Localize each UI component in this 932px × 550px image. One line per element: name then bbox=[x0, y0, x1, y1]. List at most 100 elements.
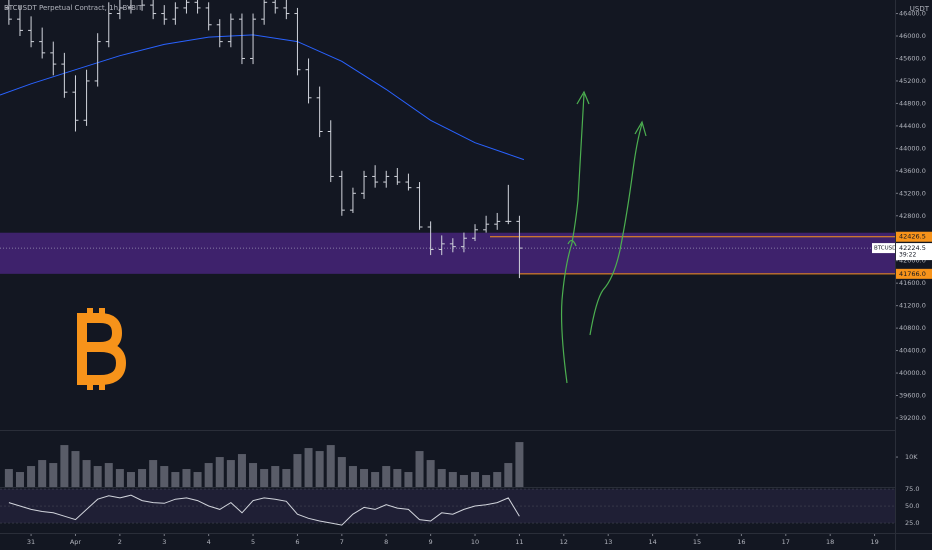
last-price-label: 42224.5 bbox=[899, 244, 926, 252]
volume-bar bbox=[271, 466, 280, 487]
volume-bar bbox=[249, 463, 258, 487]
unit-label: USDT bbox=[910, 5, 930, 13]
volume-bar bbox=[404, 472, 413, 487]
x-tick-label: 10 bbox=[471, 538, 479, 546]
x-tick-label: 13 bbox=[604, 538, 612, 546]
rsi-line bbox=[8, 494, 520, 526]
rsi-tick-label: 75.0 bbox=[905, 485, 919, 493]
volume-bar bbox=[193, 472, 202, 487]
volume-bar bbox=[326, 445, 335, 487]
x-tick-label: 18 bbox=[826, 538, 834, 546]
x-tick-label: 3 bbox=[162, 538, 166, 546]
x-tick-label: 2 bbox=[118, 538, 122, 546]
volume-bar bbox=[348, 466, 357, 487]
y-tick-label: 42000.0 bbox=[899, 257, 926, 265]
volume-bar bbox=[27, 466, 36, 487]
arrow-head bbox=[634, 120, 647, 137]
y-tick-label: 46400.0 bbox=[899, 10, 926, 18]
volume-bar bbox=[482, 475, 491, 487]
arrow-drawing bbox=[589, 123, 643, 336]
volume-bar bbox=[226, 460, 235, 487]
logo-bars bbox=[87, 308, 105, 390]
x-tick-label: 6 bbox=[295, 538, 299, 546]
last-price-tag bbox=[896, 243, 932, 261]
x-tick-label: 7 bbox=[340, 538, 344, 546]
volume-bar bbox=[93, 466, 102, 487]
scribble bbox=[567, 239, 577, 247]
y-tick-label: 39600.0 bbox=[899, 392, 926, 400]
x-tick-label: 4 bbox=[207, 538, 211, 546]
volume-bar bbox=[237, 454, 246, 487]
volume-bar bbox=[371, 472, 380, 487]
volume-bar bbox=[126, 472, 135, 487]
volume-bar bbox=[15, 472, 24, 487]
x-tick-label: 31 bbox=[27, 538, 35, 546]
volume-bar bbox=[337, 457, 346, 487]
y-tick-label: 42800.0 bbox=[899, 212, 926, 220]
y-tick-label: 41600.0 bbox=[899, 279, 926, 287]
x-tick-label: 5 bbox=[251, 538, 255, 546]
y-tick-label: 46000.0 bbox=[899, 32, 926, 40]
volume-bar bbox=[82, 460, 91, 487]
symbol-tag-label: BTCUSDT bbox=[874, 246, 900, 252]
volume-bar bbox=[448, 472, 457, 487]
volume-bar bbox=[515, 442, 524, 487]
x-tick-label: 8 bbox=[384, 538, 388, 546]
x-tick-label: 14 bbox=[648, 538, 656, 546]
x-tick-label: 16 bbox=[737, 538, 745, 546]
volume-bar bbox=[437, 469, 446, 487]
countdown: 39:22 bbox=[899, 252, 916, 259]
y-tick-label: 44000.0 bbox=[899, 144, 926, 152]
volume-bar bbox=[104, 463, 113, 487]
y-tick-label: 40800.0 bbox=[899, 324, 926, 332]
bitcoin-logo bbox=[77, 308, 126, 390]
x-tick-label: 11 bbox=[515, 538, 523, 546]
y-tick-label: 44800.0 bbox=[899, 99, 926, 107]
volume-bar bbox=[504, 463, 513, 487]
volume-tick-label: 10K bbox=[905, 453, 918, 461]
volume-bar bbox=[149, 460, 158, 487]
symbol-tag bbox=[872, 243, 895, 254]
volume-bar bbox=[415, 451, 424, 487]
volume-bar bbox=[115, 469, 124, 487]
chart-title: BTCUSDT Perpetual Contract, 1h, BYBIT bbox=[4, 4, 143, 12]
price-tag-label: 41766.0 bbox=[899, 270, 926, 278]
rsi-tick-label: 25.0 bbox=[905, 519, 919, 527]
price-tag-label: 42426.5 bbox=[899, 233, 926, 241]
y-tick-label: 40400.0 bbox=[899, 347, 926, 355]
volume-bar bbox=[382, 466, 391, 487]
y-tick-label: 45200.0 bbox=[899, 77, 926, 85]
y-tick-label: 41200.0 bbox=[899, 302, 926, 310]
volume-bar bbox=[293, 454, 302, 487]
volume-bar bbox=[282, 469, 291, 487]
y-tick-label: 43200.0 bbox=[899, 189, 926, 197]
x-tick-label: 19 bbox=[870, 538, 878, 546]
y-tick-label: 40000.0 bbox=[899, 369, 926, 377]
y-tick-label: 45600.0 bbox=[899, 54, 926, 62]
logo-shape bbox=[77, 313, 126, 385]
volume-bar bbox=[160, 466, 169, 487]
y-tick-label: 39200.0 bbox=[899, 414, 926, 422]
volume-bar bbox=[60, 445, 69, 487]
volume-bar bbox=[182, 469, 191, 487]
x-tick-label: Apr bbox=[70, 538, 82, 546]
x-tick-label: 15 bbox=[693, 538, 701, 546]
volume-bar bbox=[360, 469, 369, 487]
rsi-tick-label: 50.0 bbox=[905, 502, 919, 510]
volume-bar bbox=[260, 469, 269, 487]
volume-bar bbox=[426, 460, 435, 487]
y-tick-label: 43600.0 bbox=[899, 167, 926, 175]
volume-bar bbox=[459, 475, 468, 487]
volume-bar bbox=[38, 460, 47, 487]
x-tick-label: 12 bbox=[560, 538, 568, 546]
y-tick-label: 44400.0 bbox=[899, 122, 926, 130]
volume-bar bbox=[215, 457, 224, 487]
zone bbox=[0, 232, 895, 274]
x-tick-label: 9 bbox=[429, 538, 433, 546]
price-tag bbox=[896, 268, 932, 279]
arrow-head bbox=[576, 90, 590, 105]
volume-bar bbox=[49, 463, 58, 487]
